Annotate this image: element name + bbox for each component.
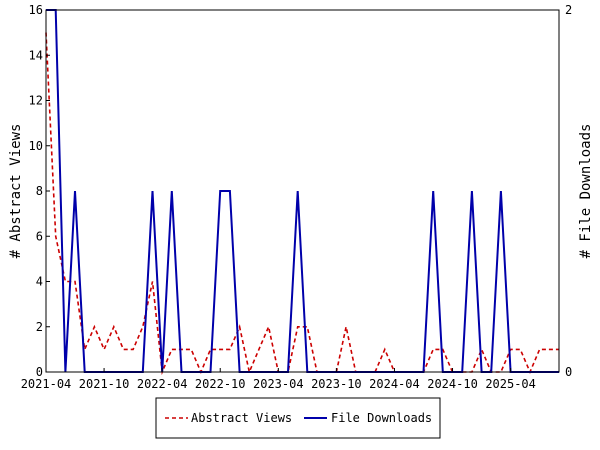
right-tick-label: 2: [565, 3, 572, 17]
legend-box: [155, 397, 441, 439]
left-tick-label: 8: [36, 184, 43, 198]
legend-label-abstract-views: Abstract Views: [191, 411, 292, 425]
series-line-abstract-views: [45, 32, 559, 376]
left-axis-label: # Abstract Views: [8, 124, 24, 259]
x-axis-ticks: 2021-04 2021-10 2022-04 2022-10 2023-04 2023-…: [21, 368, 536, 391]
left-tick-label: 4: [36, 275, 43, 289]
plot-series-group: [45, 9, 559, 376]
left-tick-label: 2: [36, 320, 43, 334]
x-tick-label: 2023-10: [311, 377, 362, 391]
plot-area-frame: [45, 9, 560, 373]
left-tick-label: 12: [29, 94, 43, 108]
left-tick-label: 10: [29, 139, 43, 153]
left-axis-ticks: 0 2 4 6 8 10 12 14 16: [29, 3, 50, 379]
x-tick-label: 2025-04: [485, 377, 536, 391]
left-tick-label: 0: [36, 365, 43, 379]
right-axis-ticks: 02: [555, 3, 572, 379]
x-tick-label: 2024-10: [427, 377, 478, 391]
left-tick-label: 16: [29, 3, 43, 17]
x-tick-label: 2022-04: [137, 377, 188, 391]
x-tick-label: 2021-10: [79, 377, 130, 391]
chart-legend: Abstract Views File Downloads: [155, 397, 441, 439]
left-tick-label: 14: [29, 48, 43, 62]
x-tick-label: 2023-04: [253, 377, 304, 391]
x-tick-label: 2021-04: [21, 377, 72, 391]
right-tick-label: 0: [565, 365, 572, 379]
legend-label-file-downloads: File Downloads: [331, 411, 432, 425]
series-line-file-downloads: [46, 9, 559, 373]
left-tick-label: 6: [36, 229, 43, 243]
x-tick-label: 2024-04: [369, 377, 420, 391]
x-tick-label: 2022-10: [195, 377, 246, 391]
right-axis-label: # File Downloads: [578, 124, 594, 259]
